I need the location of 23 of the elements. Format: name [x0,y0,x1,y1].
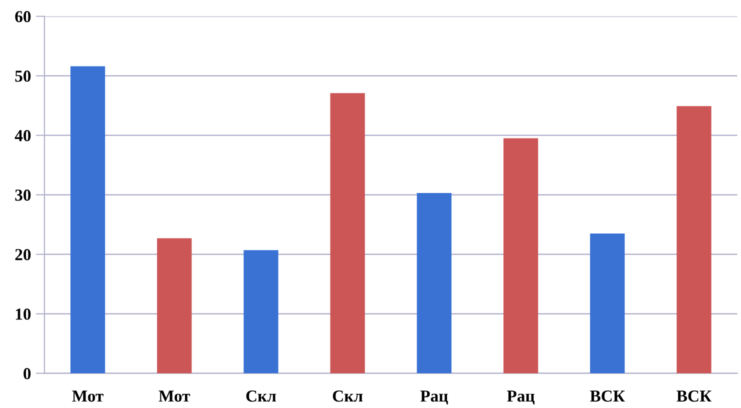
bar [590,233,625,374]
bar [157,238,192,374]
x-tick-label: Скл [332,390,363,402]
x-tick-label: Мот [72,390,104,402]
x-tick-label: ВСК [676,390,712,402]
y-tick-label: 0 [24,368,31,380]
y-tick-label: 10 [16,308,31,320]
x-tick-label: Рац [420,390,448,404]
bar [416,193,452,374]
x-tick-label: Мот [158,390,190,402]
x-tick-label: Рац [507,390,535,404]
bar [330,93,365,374]
bar [70,66,106,374]
bar [244,250,278,374]
x-tick-label: ВСК [590,390,625,402]
y-tick-label: 60 [15,11,31,22]
y-tick-label: 30 [15,190,31,201]
y-tick-label: 20 [15,249,31,260]
y-tick-label: 50 [15,70,31,82]
bar [503,138,538,374]
bar [676,106,712,374]
y-tick-label: 40 [14,130,31,142]
x-tick-label: Скл [246,390,276,402]
